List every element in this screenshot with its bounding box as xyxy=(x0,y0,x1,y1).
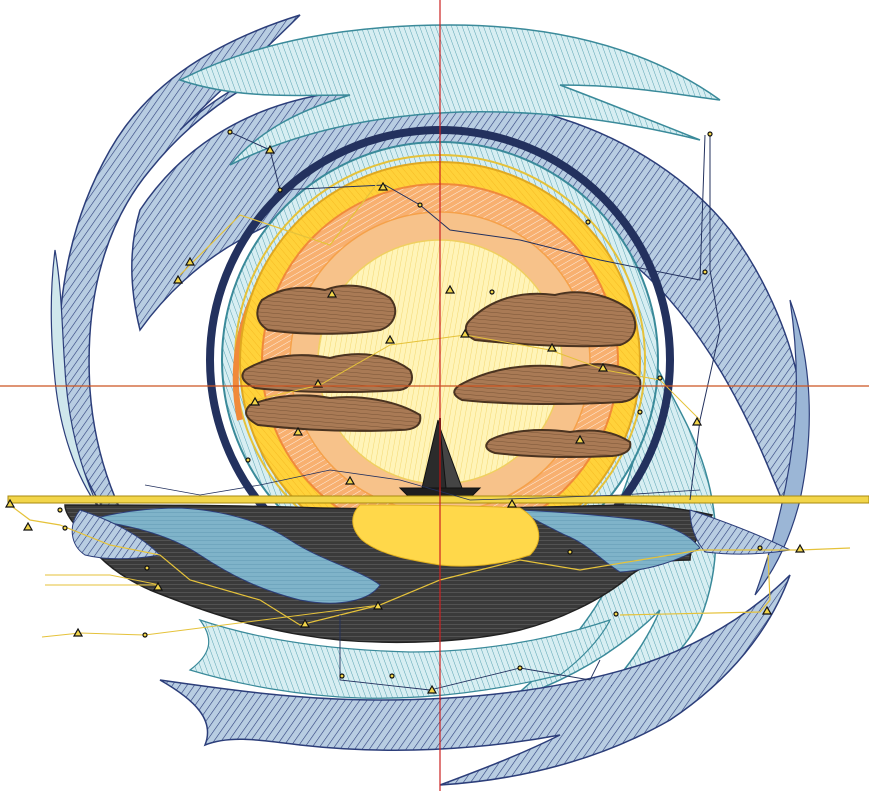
stitch-node-dot-marker xyxy=(702,269,708,275)
stitch-node-dot-marker xyxy=(417,202,423,208)
stitch-node-dot-marker xyxy=(585,219,591,225)
stitch-node-dot-marker xyxy=(489,289,495,295)
stitch-start-triangle-marker xyxy=(794,543,806,553)
stitch-node-dot-marker xyxy=(567,549,573,555)
stitch-node-dot-marker xyxy=(62,525,68,531)
stitch-start-triangle-marker xyxy=(377,181,389,191)
stitch-start-triangle-marker xyxy=(372,600,384,610)
stitch-start-triangle-marker xyxy=(761,605,773,615)
stitch-node-dot-marker xyxy=(227,129,233,135)
stitch-start-triangle-marker xyxy=(444,284,456,294)
horizon-line[interactable] xyxy=(7,495,869,504)
clouds[interactable] xyxy=(241,284,642,458)
stitch-start-triangle-marker xyxy=(506,498,518,508)
stitch-start-triangle-marker xyxy=(691,416,703,426)
stitch-node-dot-marker xyxy=(144,565,150,571)
stitch-start-triangle-marker xyxy=(459,328,471,338)
stitch-start-triangle-marker xyxy=(597,362,609,372)
stitch-start-triangle-marker xyxy=(184,256,196,266)
stitch-node-dot-marker xyxy=(637,409,643,415)
water[interactable] xyxy=(64,504,792,644)
stitch-node-dot-marker xyxy=(707,131,713,137)
stitch-start-triangle-marker xyxy=(344,475,356,485)
stitch-start-triangle-marker xyxy=(574,434,586,444)
stitch-node-dot-marker xyxy=(657,375,663,381)
stitch-start-triangle-marker xyxy=(249,396,261,406)
stitch-start-triangle-marker xyxy=(4,498,16,508)
stitch-start-triangle-marker xyxy=(326,288,338,298)
stitch-start-triangle-marker xyxy=(292,426,304,436)
stitch-node-dot-marker xyxy=(517,665,523,671)
stitch-start-triangle-marker xyxy=(172,274,184,284)
stitch-node-dot-marker xyxy=(57,507,63,513)
stitch-node-dot-marker xyxy=(245,457,251,463)
stitch-start-triangle-marker xyxy=(384,334,396,344)
stitch-node-dot-marker xyxy=(389,673,395,679)
stitch-node-dot-marker xyxy=(339,673,345,679)
stitch-start-triangle-marker xyxy=(546,342,558,352)
stitch-markers[interactable] xyxy=(4,129,806,694)
stitch-start-triangle-marker xyxy=(72,627,84,637)
stitch-start-triangle-marker xyxy=(264,144,276,154)
stitch-start-triangle-marker xyxy=(152,581,164,591)
stitch-node-dot-marker xyxy=(142,632,148,638)
stitch-start-triangle-marker xyxy=(22,521,34,531)
stitch-start-triangle-marker xyxy=(312,378,324,388)
stitch-start-triangle-marker xyxy=(426,684,438,694)
stitch-start-triangle-marker xyxy=(299,618,311,628)
stitch-node-dot-marker xyxy=(277,187,283,193)
stitch-node-dot-marker xyxy=(613,611,619,617)
stitch-node-dot-marker xyxy=(757,545,763,551)
